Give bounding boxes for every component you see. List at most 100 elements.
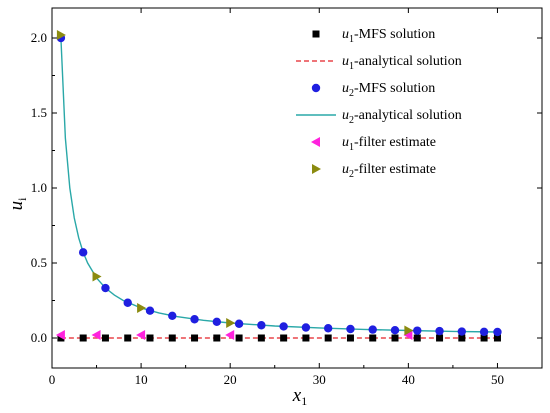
data-point [168,334,176,342]
data-point [225,330,235,340]
data-point [124,334,132,342]
data-point [302,334,310,342]
data-point [57,334,65,342]
plot-frame [51,7,543,369]
data-point [493,327,502,337]
y-axis-ticks: 0.0 0.5 1.0 1.5 2.0 [31,30,542,345]
legend-label-rest: -filter estimate [354,135,436,150]
legend-label-rest: -MFS solution [354,81,435,96]
series-layer [55,30,502,342]
legend-item-u1-analytical: u1-analytical solution [296,54,462,72]
data-point [493,334,501,342]
legend-swatch [312,30,320,38]
y-tick-label: 2.0 [31,30,47,45]
legend-label: u2-MFS solution [342,81,435,99]
data-point [280,334,288,342]
x-tick-label: 40 [402,372,415,387]
legend-item-u2-analytical: u2-analytical solution [296,108,462,126]
data-point [369,334,377,342]
legend-label-sub: 1 [349,61,354,72]
data-point [213,334,221,342]
legend-label-var: u [342,135,349,150]
plot-area [51,7,543,369]
data-point [78,248,88,257]
y-tick-label: 0.0 [31,330,47,345]
legend-item-u2-mfs: u2-MFS solution [311,81,435,99]
legend-label: u2-filter estimate [342,162,436,180]
legend-item-u1-filter: u1-filter estimate [311,135,436,153]
series-line [60,37,498,333]
data-point [234,319,244,328]
legend-label-sub: 2 [349,169,354,180]
legend-label-sub: 1 [349,142,354,153]
legend-label-rest: -analytical solution [354,108,462,123]
data-point [56,30,66,40]
data-point [458,334,466,342]
data-point [324,334,332,342]
legend-label-sub: 1 [349,34,354,45]
legend-label: u1-analytical solution [342,54,462,72]
data-point [346,324,355,334]
legend-label: u1-MFS solution [342,27,435,45]
data-point [368,325,377,334]
x-tick-label: 30 [313,372,326,387]
series-u1-mfs [57,334,501,342]
x-tick-label: 50 [491,372,504,387]
data-point [168,311,177,320]
legend-item-u1-mfs: u1-MFS solution [312,27,435,45]
data-point [146,334,154,342]
data-point [480,334,488,342]
legend-label-rest: -MFS solution [354,27,435,42]
legend-label-rest: -analytical solution [354,54,462,69]
series-u2-mfs [56,33,502,337]
series-u2-analytical [60,37,498,333]
legend-label: u2-analytical solution [342,108,462,126]
legend-label-var: u [342,108,349,123]
x-axis-ticks: 0 10 20 30 40 50 [49,8,504,387]
data-point [279,322,288,331]
y-tick-label: 1.0 [31,180,47,195]
series-u2-filter [56,30,414,336]
data-point [257,321,266,330]
data-point [190,315,199,324]
data-point [390,326,400,335]
legend-label-sub: 2 [349,115,354,126]
data-point [413,326,422,335]
x-tick-label: 0 [49,372,56,387]
legend-label: u1-filter estimate [342,135,436,153]
x-tick-label: 10 [135,372,148,387]
data-point [212,317,222,326]
y-tick-label: 1.5 [31,105,47,120]
legend-label-sub: 2 [349,88,354,99]
data-point [91,330,101,340]
legend-item-u2-filter: u2-filter estimate [312,162,436,180]
data-point [391,334,399,342]
data-point [92,271,102,282]
legend-label-var: u [342,81,349,96]
data-point [191,334,199,342]
legend-label-var: u [342,27,349,42]
data-point [123,298,132,307]
data-point [457,327,467,336]
data-point [479,327,489,337]
series-u1-filter [55,330,413,340]
legend-swatch [312,164,321,174]
data-point [346,334,354,342]
data-point [136,330,146,340]
legend-swatch [311,83,321,93]
data-point [403,330,413,340]
data-point [55,330,65,340]
legend-swatch [311,137,320,147]
y-tick-label: 0.5 [31,255,47,270]
legend-label-rest: -filter estimate [354,162,436,177]
legend-label-var: u [342,54,349,69]
data-point [145,306,155,315]
x-axis-title: x1 [292,385,307,408]
data-point [235,334,243,342]
data-point [404,325,414,336]
legend-label-var: u [342,162,349,177]
data-point [79,334,87,342]
data-point [257,334,265,342]
